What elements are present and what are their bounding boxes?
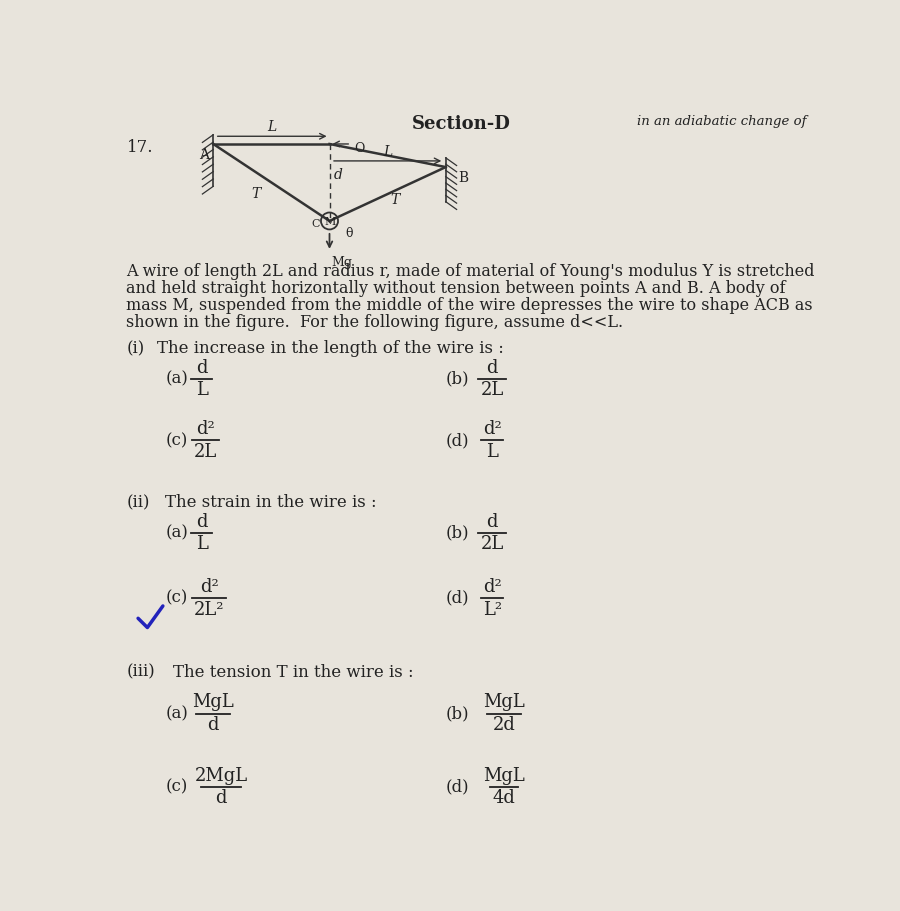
Text: (i): (i) — [126, 341, 145, 357]
Text: d²: d² — [200, 578, 219, 596]
Text: 2L: 2L — [481, 535, 504, 553]
Text: 4d: 4d — [492, 789, 516, 807]
Text: L: L — [266, 120, 276, 134]
Text: L: L — [486, 443, 499, 461]
Text: d: d — [487, 513, 498, 530]
Text: (d): (d) — [446, 778, 470, 795]
Text: M: M — [325, 217, 336, 227]
Text: T: T — [251, 187, 260, 201]
Text: (ii): (ii) — [126, 495, 150, 511]
Text: d: d — [196, 359, 207, 376]
Text: d²: d² — [196, 420, 215, 438]
Text: (a): (a) — [166, 525, 188, 541]
Text: O: O — [355, 141, 365, 155]
Text: C: C — [311, 219, 320, 229]
Text: mass M, suspended from the middle of the wire depresses the wire to shape ACB as: mass M, suspended from the middle of the… — [126, 297, 813, 314]
Text: shown in the figure.  For the following figure, assume d<<L.: shown in the figure. For the following f… — [126, 314, 624, 331]
Text: 17.: 17. — [126, 138, 153, 156]
Text: L: L — [195, 535, 208, 553]
Text: d: d — [208, 716, 219, 734]
Text: (b): (b) — [446, 370, 470, 387]
Text: 2MgL: 2MgL — [194, 767, 248, 784]
Text: MgL: MgL — [193, 693, 234, 711]
Text: d: d — [196, 513, 207, 530]
Text: (b): (b) — [446, 525, 470, 541]
Text: T: T — [391, 193, 400, 207]
Text: MgL: MgL — [483, 767, 525, 784]
Text: (c): (c) — [166, 778, 187, 795]
Text: θ: θ — [345, 227, 353, 241]
Text: Section-D: Section-D — [412, 116, 510, 134]
Text: The strain in the wire is :: The strain in the wire is : — [166, 495, 377, 511]
Text: (d): (d) — [446, 432, 470, 449]
Text: Mg: Mg — [332, 256, 353, 269]
Text: (c): (c) — [166, 589, 187, 607]
Text: 2d: 2d — [492, 716, 516, 734]
Text: d: d — [487, 359, 498, 376]
Text: MgL: MgL — [483, 693, 525, 711]
Text: d: d — [215, 789, 227, 807]
Text: (iii): (iii) — [126, 664, 155, 681]
Text: d: d — [333, 168, 342, 182]
Text: (c): (c) — [166, 432, 187, 449]
Text: 2L: 2L — [481, 381, 504, 399]
Text: The tension T in the wire is :: The tension T in the wire is : — [173, 664, 414, 681]
Text: d²: d² — [483, 578, 501, 596]
Text: L: L — [195, 381, 208, 399]
Text: The increase in the length of the wire is :: The increase in the length of the wire i… — [158, 341, 504, 357]
Text: (b): (b) — [446, 705, 470, 722]
Text: (d): (d) — [446, 589, 470, 607]
Text: 2L²: 2L² — [194, 600, 225, 619]
Text: and held straight horizontally without tension between points A and B. A body of: and held straight horizontally without t… — [126, 281, 786, 297]
Text: (a): (a) — [166, 370, 188, 387]
Text: A: A — [200, 148, 210, 162]
Text: L²: L² — [482, 600, 502, 619]
Text: in an adiabatic change of: in an adiabatic change of — [636, 116, 806, 128]
Text: B: B — [458, 171, 468, 185]
Text: (a): (a) — [166, 705, 188, 722]
Text: d²: d² — [483, 420, 501, 438]
Text: 2L: 2L — [194, 443, 217, 461]
Text: A wire of length 2L and radius r, made of material of Young's modulus Y is stret: A wire of length 2L and radius r, made o… — [126, 263, 815, 281]
Text: L: L — [383, 145, 392, 159]
